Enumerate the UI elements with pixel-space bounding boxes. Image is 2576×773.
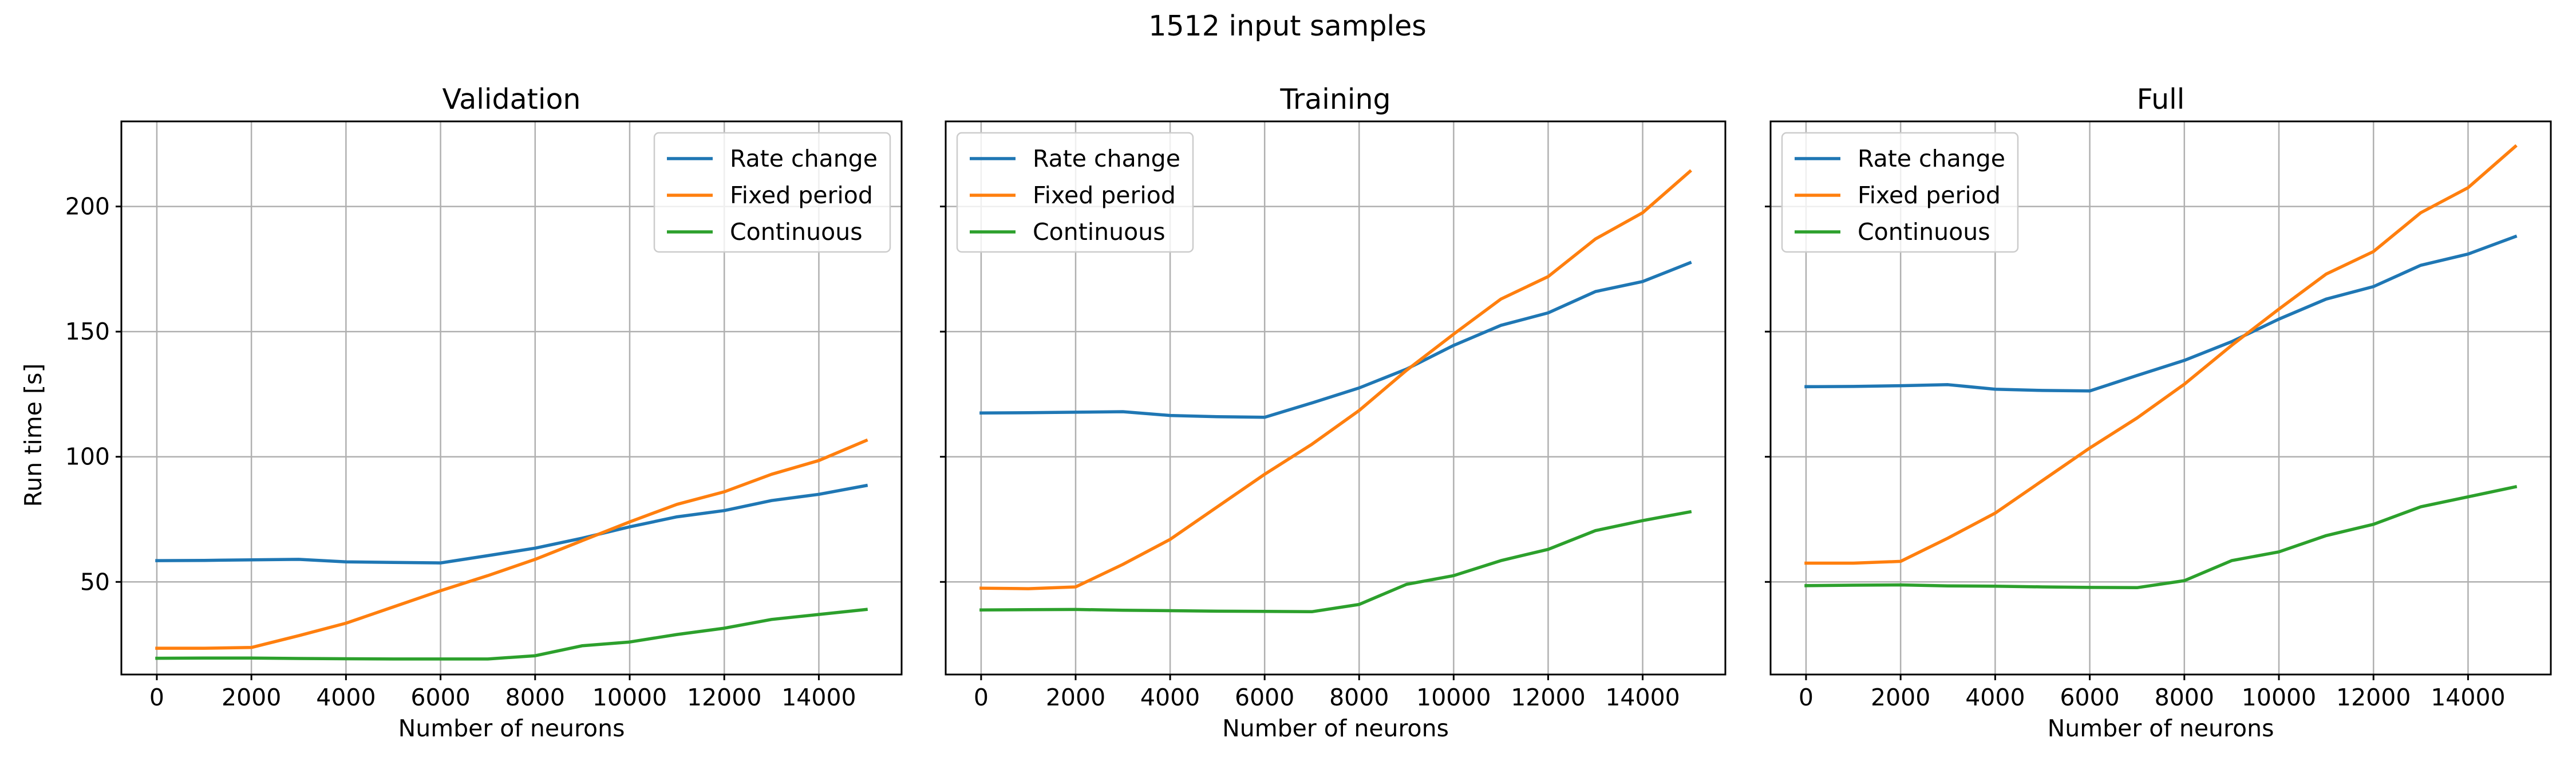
panel-training: 0 2000 4000 6000 8000 10000 12000 14000 Training…	[940, 83, 1726, 742]
axes-frame	[1769, 120, 2552, 676]
x-tick-label: 6000	[1235, 684, 1294, 711]
legend: Rate change Fixed period Continuous	[956, 132, 1194, 253]
x-tick-label: 4000	[1140, 684, 1200, 711]
x-tick-label: 10000	[1416, 684, 1491, 711]
x-tick-label: 12000	[1511, 684, 1585, 711]
x-tick-label: 6000	[410, 684, 470, 711]
axes-frame	[120, 120, 903, 676]
legend-label-continuous: Continuous	[1858, 218, 1990, 246]
x-tick-label: 12000	[2336, 684, 2411, 711]
x-tick-label: 0	[1799, 684, 1814, 711]
legend-box	[956, 132, 1194, 253]
subplots: 0 2000 4000 6000 8000 10000 12000 1400050100150…	[65, 83, 2552, 742]
series-line-rate-change	[979, 261, 1692, 419]
x-axis-label: Number of neurons	[2048, 715, 2274, 742]
legend: Rate change Fixed period Continuous	[1781, 132, 2019, 253]
y-tick-label: 150	[65, 318, 110, 345]
series-line-continuous	[155, 608, 868, 661]
legend-label-continuous: Continuous	[730, 218, 863, 246]
x-axis-label: Number of neurons	[1222, 715, 1449, 742]
legend-label-fixed-period: Fixed period	[730, 182, 873, 209]
x-tick-label: 8000	[505, 684, 565, 711]
panel-title: Validation	[442, 83, 581, 116]
panel-full: 0 2000 4000 6000 8000 10000 12000 14000 Full Numb…	[1765, 83, 2552, 742]
x-tick-label: 0	[149, 684, 164, 711]
legend: Rate change Fixed period Continuous	[653, 132, 891, 253]
x-tick-label: 8000	[1329, 684, 1389, 711]
x-tick-label: 10000	[2242, 684, 2316, 711]
x-axis-label: Number of neurons	[398, 715, 625, 742]
x-tick-label: 4000	[1965, 684, 2025, 711]
x-tick-label: 2000	[1046, 684, 1105, 711]
x-tick-label: 6000	[2060, 684, 2119, 711]
series-line-fixed-period	[1804, 144, 2518, 565]
figure-suptitle: 1512 input samples	[1148, 10, 1427, 42]
series-line-rate-change	[1804, 234, 2518, 393]
x-tick-label: 2000	[222, 684, 281, 711]
series-line-fixed-period	[155, 438, 868, 650]
legend-label-fixed-period: Fixed period	[1858, 182, 2001, 209]
legend-label-continuous: Continuous	[1033, 218, 1165, 246]
y-tick-label: 50	[80, 568, 110, 595]
legend-label-rate-change: Rate change	[1033, 145, 1180, 172]
x-tick-label: 0	[974, 684, 989, 711]
y-tick-label: 200	[65, 193, 110, 220]
panel-title: Training	[1279, 83, 1390, 116]
x-tick-label: 10000	[592, 684, 667, 711]
series-line-continuous	[979, 510, 1692, 614]
axes-frame	[945, 120, 1726, 676]
x-tick-label: 2000	[1871, 684, 1930, 711]
series-line-fixed-period	[979, 169, 1692, 590]
series-line-rate-change	[155, 483, 868, 565]
panel-validation: 0 2000 4000 6000 8000 10000 12000 14000 50 100 150…	[65, 83, 903, 742]
y-tick-label: 100	[65, 443, 110, 471]
series-line-continuous	[1804, 484, 2518, 590]
legend-box	[1781, 132, 2019, 253]
legend-label-fixed-period: Fixed period	[1033, 182, 1176, 209]
x-tick-label: 14000	[1605, 684, 1680, 711]
legend-label-rate-change: Rate change	[730, 145, 878, 172]
legend-box	[653, 132, 891, 253]
x-tick-label: 8000	[2155, 684, 2214, 711]
x-tick-label: 14000	[2431, 684, 2505, 711]
panel-title: Full	[2137, 83, 2185, 116]
x-tick-label: 12000	[687, 684, 761, 711]
x-tick-label: 4000	[316, 684, 376, 711]
legend-label-rate-change: Rate change	[1858, 145, 2005, 172]
x-tick-label: 14000	[781, 684, 856, 711]
y-axis-label: Run time [s]	[19, 364, 47, 507]
